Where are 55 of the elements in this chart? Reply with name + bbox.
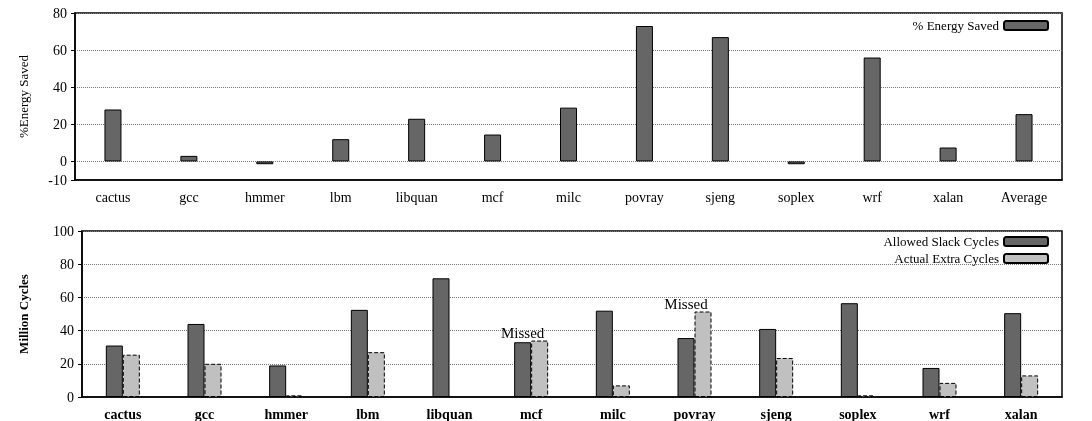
y-tick-label: 0 xyxy=(60,153,67,169)
x-tick-label: milc xyxy=(600,406,626,421)
bar xyxy=(180,155,198,162)
y-tick-label: 40 xyxy=(60,323,74,339)
x-tick-label: xalan xyxy=(932,189,964,205)
annotation: Missed xyxy=(500,324,545,341)
y-tick-label: 80 xyxy=(60,256,74,272)
y-tick-label: 0 xyxy=(67,389,74,405)
bar xyxy=(1015,114,1033,162)
y-tick-label: 40 xyxy=(53,79,67,95)
y-tick-label: 100 xyxy=(53,223,74,239)
x-tick-label: lbm xyxy=(329,189,352,205)
x-tick-label: wrf xyxy=(862,189,883,205)
bar xyxy=(104,109,122,162)
y-tick-label: 20 xyxy=(53,116,67,132)
x-tick-label: cactus xyxy=(95,189,131,205)
y-tick-label: 60 xyxy=(60,289,74,305)
bar xyxy=(484,134,502,162)
bar xyxy=(332,139,350,162)
x-tick-label: mcf xyxy=(519,406,543,421)
x-tick-label: povray xyxy=(624,189,664,205)
bar xyxy=(711,37,729,162)
bar xyxy=(635,25,653,162)
bar xyxy=(560,107,577,162)
x-tick-label: hmmer xyxy=(244,189,285,205)
x-tick-label: Average xyxy=(1000,189,1048,205)
y-tick-label: 20 xyxy=(60,356,74,372)
x-tick-label: wrf xyxy=(929,406,951,421)
x-tick-label: libquan xyxy=(395,189,438,205)
x-tick-label: libquan xyxy=(426,406,473,421)
x-tick-label: xalan xyxy=(1004,406,1038,421)
x-tick-label: gcc xyxy=(194,406,215,421)
legend-label: Allowed Slack Cycles xyxy=(883,234,999,249)
x-tick-label: milc xyxy=(556,189,581,205)
bar xyxy=(939,147,957,162)
bar xyxy=(863,57,881,162)
y-tick-label: 60 xyxy=(53,42,67,58)
x-tick-label: soplex xyxy=(777,189,815,205)
x-tick-label: cactus xyxy=(104,406,143,421)
y-tick-label: -10 xyxy=(48,172,67,188)
y-axis-title: %Energy Saved xyxy=(16,54,31,139)
x-tick-label: mcf xyxy=(481,189,504,205)
annotation: Missed xyxy=(664,295,709,312)
x-tick-label: gcc xyxy=(179,189,199,205)
x-tick-label: hmmer xyxy=(264,406,308,421)
y-tick-label: 80 xyxy=(53,5,67,21)
x-tick-label: soplex xyxy=(839,406,877,421)
y-axis-title: Million Cycles xyxy=(16,274,31,354)
legend-label: % Energy Saved xyxy=(912,18,1000,33)
x-tick-label: lbm xyxy=(356,406,380,421)
x-tick-label: sjeng xyxy=(705,189,736,205)
legend-label: Actual Extra Cycles xyxy=(894,251,999,266)
x-tick-label: sjeng xyxy=(760,406,792,421)
bar xyxy=(408,118,426,162)
x-tick-label: povray xyxy=(673,406,716,421)
